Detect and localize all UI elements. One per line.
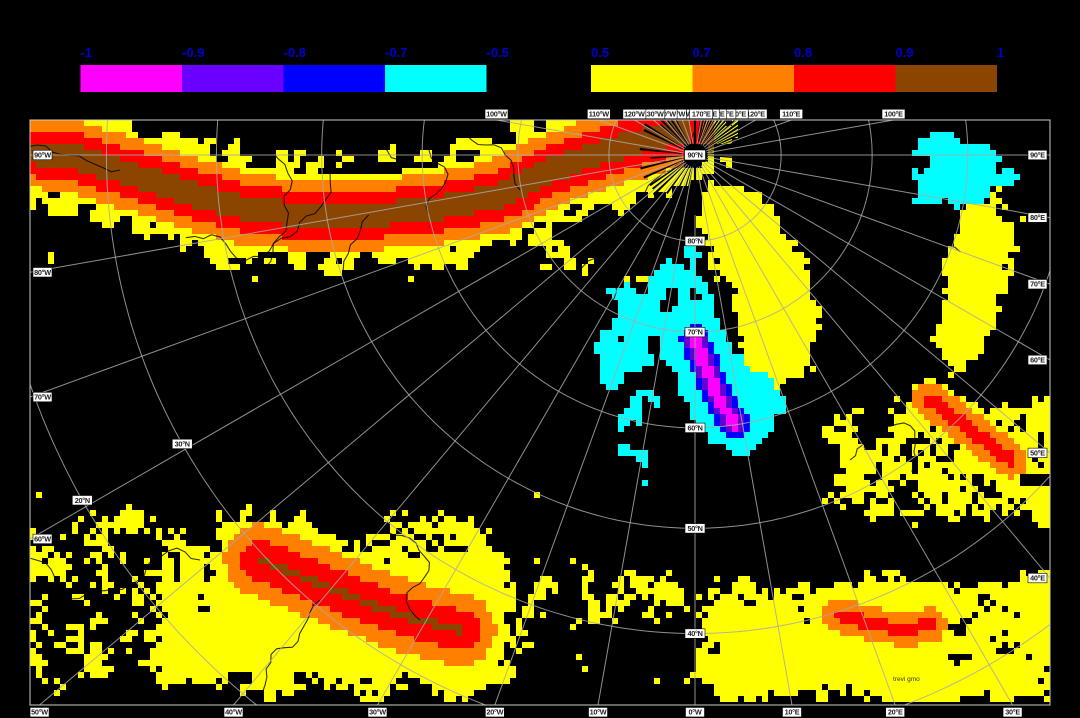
svg-text:90°W: 90°W <box>34 151 51 160</box>
svg-text:50°W: 50°W <box>31 708 48 717</box>
svg-text:10°E: 10°E <box>785 708 800 717</box>
svg-text:50°E: 50°E <box>1030 448 1045 457</box>
svg-text:170°E: 170°E <box>692 110 711 119</box>
svg-text:90°E: 90°E <box>1030 151 1045 160</box>
svg-text:trevi gmo: trevi gmo <box>893 676 920 683</box>
svg-text:30°E: 30°E <box>1005 708 1020 717</box>
svg-text:90°N: 90°N <box>687 151 702 160</box>
svg-text:100°W: 100°W <box>486 110 507 119</box>
svg-text:-0.5: -0.5 <box>487 45 509 60</box>
svg-text:-0.7: -0.7 <box>385 45 407 60</box>
svg-text:40°N: 40°N <box>687 629 702 638</box>
svg-text:-0.9: -0.9 <box>182 45 204 60</box>
svg-text:60°W: 60°W <box>34 534 51 543</box>
svg-text:80°W: 80°W <box>34 268 51 277</box>
svg-text:60°N: 60°N <box>687 423 702 432</box>
svg-text:-1: -1 <box>81 45 93 60</box>
svg-text:-0.8: -0.8 <box>284 45 306 60</box>
svg-text:1: 1 <box>997 45 1004 60</box>
svg-text:70°N: 70°N <box>687 328 702 337</box>
svg-text:20°W: 20°W <box>486 708 503 717</box>
svg-text:40°E: 40°E <box>1030 574 1045 583</box>
svg-text:120°E: 120°E <box>746 110 765 119</box>
svg-text:0.8: 0.8 <box>794 45 812 60</box>
svg-text:40°W: 40°W <box>225 708 242 717</box>
svg-text:120°W: 120°W <box>624 110 645 119</box>
svg-text:80°E: 80°E <box>1030 213 1045 222</box>
svg-text:0.7: 0.7 <box>693 45 711 60</box>
svg-text:10°W: 10°W <box>590 708 607 717</box>
svg-text:70°W: 70°W <box>34 393 51 402</box>
svg-text:20°N: 20°N <box>75 496 90 505</box>
svg-text:110°E: 110°E <box>782 110 800 119</box>
svg-text:80°N: 80°N <box>687 237 702 246</box>
svg-text:100°E: 100°E <box>884 110 903 119</box>
svg-text:30°W: 30°W <box>369 708 386 717</box>
svg-text:60°E: 60°E <box>1030 355 1045 364</box>
svg-text:110°W: 110°W <box>589 110 609 119</box>
svg-text:130°W: 130°W <box>643 110 664 119</box>
svg-text:0.5: 0.5 <box>591 45 609 60</box>
svg-text:0°W: 0°W <box>689 708 702 717</box>
svg-text:70°E: 70°E <box>1030 280 1045 289</box>
svg-text:50°N: 50°N <box>687 524 702 533</box>
svg-text:0.9: 0.9 <box>896 45 914 60</box>
svg-text:20°E: 20°E <box>888 708 903 717</box>
svg-text:30°N: 30°N <box>175 439 190 448</box>
